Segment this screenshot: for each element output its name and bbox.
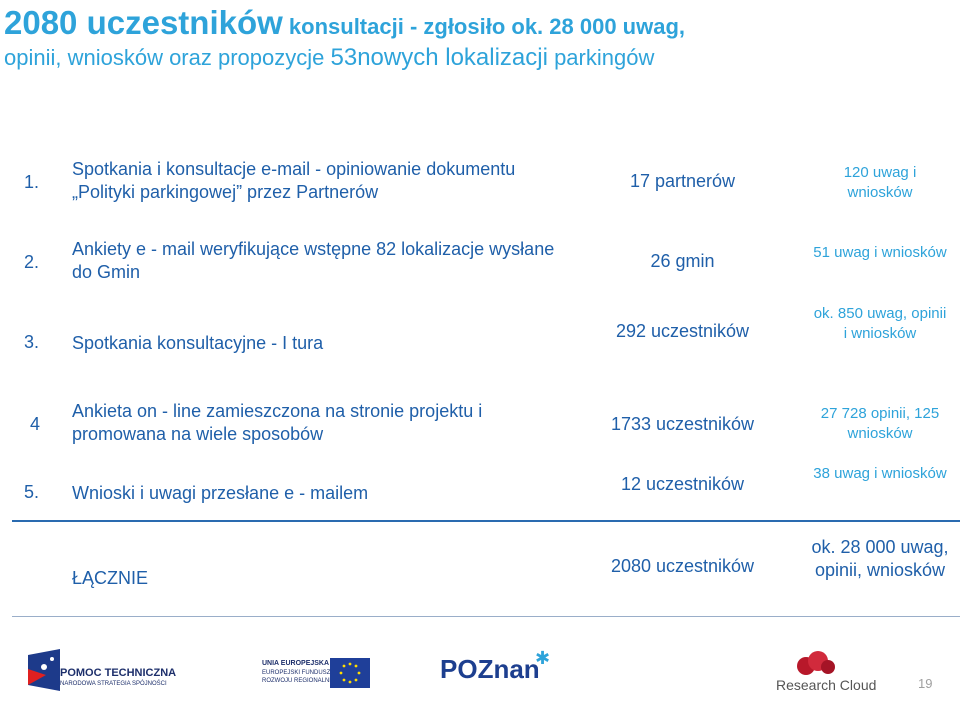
logo-research-cloud: Research Cloud	[770, 650, 890, 695]
row-number: 4	[30, 414, 41, 434]
table-divider	[12, 520, 960, 522]
row-description: Spotkania konsultacyjne - I tura	[72, 333, 324, 353]
row-number: 5.	[24, 482, 40, 502]
logo-text: POMOC TECHNICZNA	[60, 667, 177, 679]
row-count: 26 gmin	[650, 251, 715, 271]
title-text: parkingów	[547, 45, 655, 71]
total-result: ok. 28 000 uwag, opinii, wniosków	[811, 537, 949, 580]
row-result: 120 uwag i wniosków	[843, 164, 917, 201]
title-line-2: opinii, wniosków oraz propozycje 53nowyc…	[4, 43, 954, 73]
logo-poznan: POZnan ✱	[440, 648, 550, 694]
nss-emblem-icon	[28, 649, 60, 691]
footer-divider	[12, 616, 960, 617]
logo-text: POZnan	[440, 654, 540, 684]
row-count: 292 uczestników	[615, 321, 750, 341]
row-count: 12 uczestników	[620, 474, 745, 494]
title-highlight: 53nowych lokalizacji	[330, 44, 548, 72]
cloud-icon	[797, 651, 835, 675]
title-text: opinii, wniosków oraz propozycje	[4, 45, 331, 71]
page-title: 2080 uczestników konsultacji - zgłosiło …	[4, 2, 954, 73]
row-result: 27 728 opinii, 125 wniosków	[820, 405, 940, 442]
title-text: konsultacji - zgłosiło ok. 28 000 uwag,	[282, 14, 686, 39]
row-description: Ankiety e - mail weryfikujące wstępne 82…	[72, 239, 555, 282]
logo-pomoc-techniczna: POMOC TECHNICZNA NARODOWA STRATEGIA SPÓJ…	[20, 645, 190, 697]
title-line-1: 2080 uczestników konsultacji - zgłosiło …	[4, 2, 954, 43]
logo-subtext: ROZWOJU REGIONALNEGO	[262, 678, 343, 684]
total-label: ŁĄCZNIE	[72, 568, 149, 588]
row-count: 17 partnerów	[629, 171, 736, 191]
total-count: 2080 uczestników	[610, 556, 755, 576]
row-result: 38 uwag i wniosków	[813, 465, 947, 482]
row-number: 2.	[24, 252, 40, 272]
title-highlight: 2080 uczestników	[4, 4, 283, 41]
row-number: 1.	[24, 172, 40, 192]
logo-unia-europejska: UNIA EUROPEJSKA EUROPEJSKI FUNDUSZ ROZWO…	[240, 658, 380, 698]
row-number: 3.	[24, 332, 40, 352]
row-description: Spotkania i konsultacje e-mail - opiniow…	[72, 159, 516, 202]
page-number: 19	[918, 676, 933, 691]
logo-subtext: EUROPEJSKI FUNDUSZ	[262, 670, 331, 676]
logo-subtext: NARODOWA STRATEGIA SPÓJNOŚCI	[60, 681, 167, 687]
asterisk-icon: ✱	[535, 648, 551, 668]
logo-text: Research Cloud	[776, 677, 877, 693]
row-result: ok. 850 uwag, opinii i wniosków	[813, 305, 947, 342]
row-description: Ankieta on - line zamieszczona na stroni…	[72, 401, 483, 444]
eu-flag-icon	[330, 658, 370, 688]
row-description: Wnioski i uwagi przesłane e - mailem	[72, 483, 369, 503]
row-count: 1733 uczestników	[610, 414, 755, 434]
row-result: 51 uwag i wniosków	[813, 244, 947, 261]
logo-text: UNIA EUROPEJSKA	[262, 660, 330, 667]
